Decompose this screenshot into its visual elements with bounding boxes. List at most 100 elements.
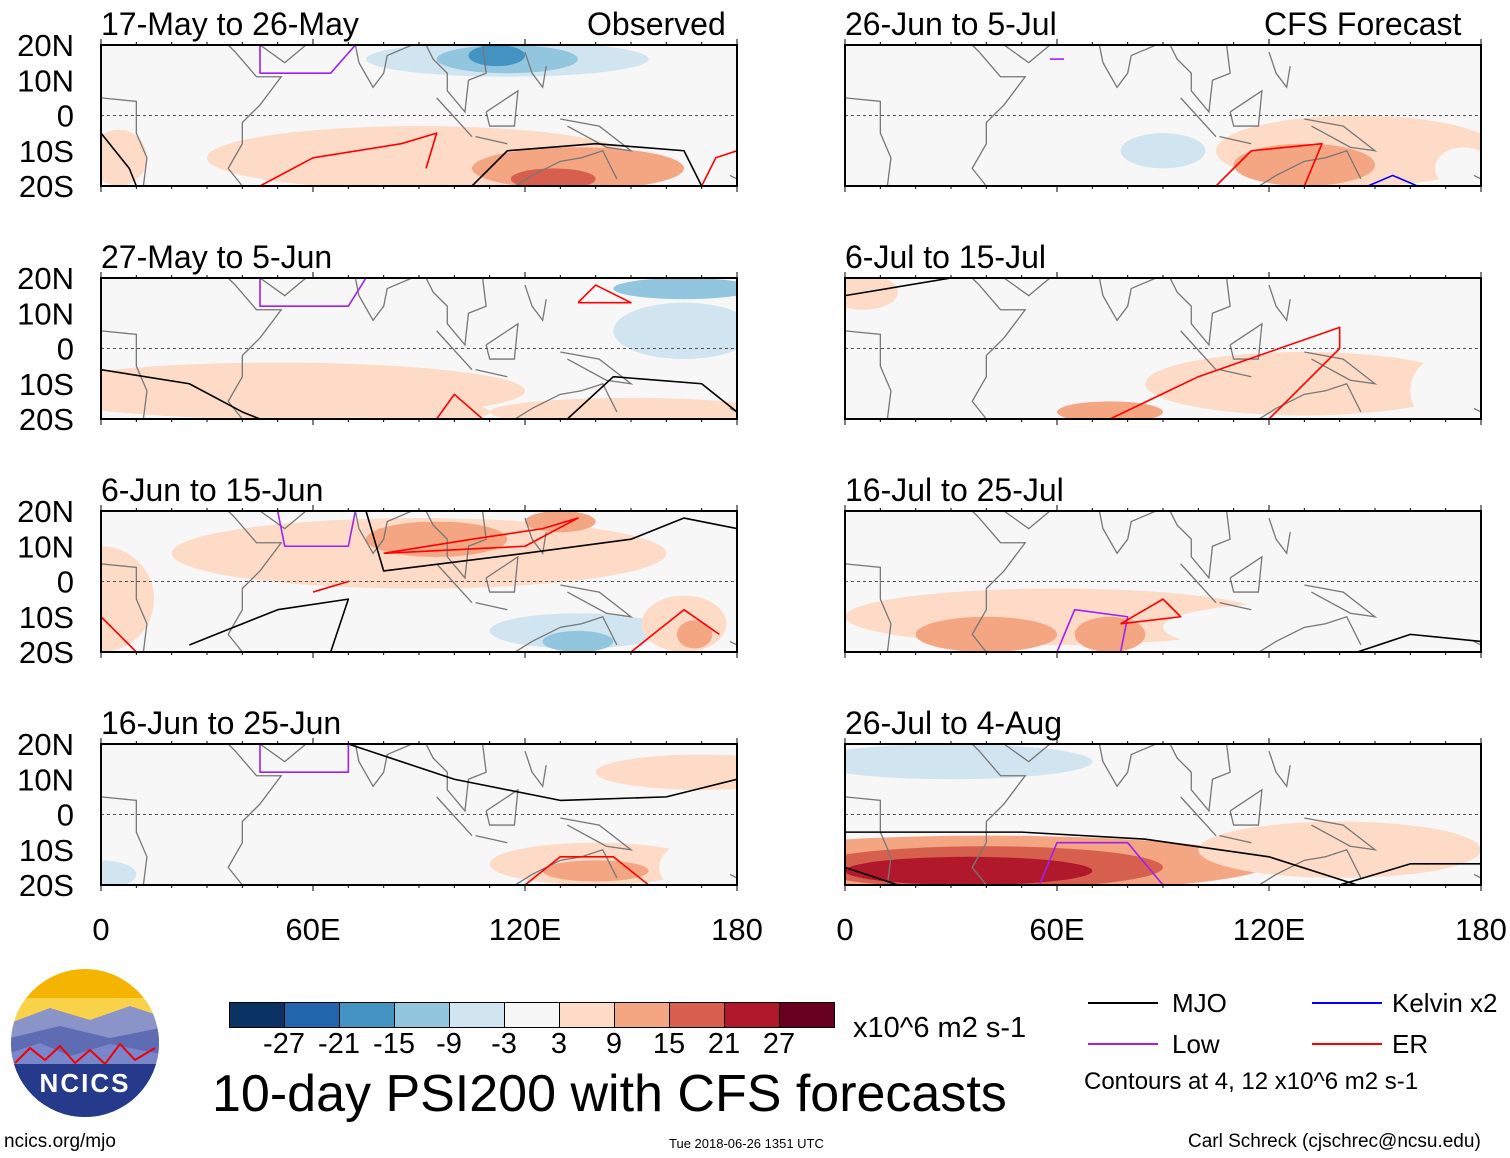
footer-url: ncics.org/mjo [4,1131,116,1152]
panel-title: 27-May to 5-Jun [101,239,333,275]
coastline [1219,602,1252,611]
y-tick-label: 20S [19,402,74,437]
y-tick-label: 10N [17,296,74,331]
coastline [729,174,737,180]
panel-5 [844,272,1482,425]
panel-title: 16-Jul to 25-Jul [845,472,1064,508]
coastline [524,750,547,788]
colorbar-swatch [230,1003,285,1027]
coastline [425,511,487,580]
coastline [971,511,1027,652]
y-tick-label: 0 [57,332,74,367]
coastline [1304,817,1378,851]
anomaly-region [1435,147,1481,186]
coastline [1473,640,1481,646]
y-tick-label: 20N [17,727,74,762]
anomaly-region [101,860,137,885]
y-tick-label: 10S [19,833,74,868]
observed-label: Observed [587,6,726,42]
coastline [425,278,487,347]
colorbar-label: 9 [605,1028,623,1060]
contour-mjo [365,511,737,572]
coastline [1268,517,1291,555]
panel-title: 17-May to 26-May [101,6,359,42]
y-tick-label: 0 [57,798,74,833]
contour-low [1056,608,1129,652]
y-tick-label: 10N [17,529,74,564]
coastline [1169,744,1231,813]
legend-er: ER [1392,1029,1429,1059]
coastline [1081,511,1157,555]
colorbar-label: -9 [436,1028,462,1060]
colorbar-swatch [505,1003,560,1027]
contour-kelvin [1367,174,1418,186]
coastline [227,511,283,652]
coastline [1003,278,1051,297]
coastline [1473,174,1481,180]
legend-low: Low [1172,1029,1220,1059]
coastline [1180,796,1217,837]
anomaly-region [613,278,737,300]
anomaly-region [489,397,737,419]
y-tick-label: 20N [17,494,74,529]
y-tick-label: 0 [57,565,74,600]
panel-title: 6-Jul to 15-Jul [845,239,1046,275]
ncics-logo: NCICS [11,969,159,1117]
legend-kelvin: Kelvin x2 [1392,988,1498,1018]
coastline [1003,511,1051,530]
coastline [1219,369,1252,378]
panel-title: 16-Jun to 25-Jun [101,705,342,741]
coastline [524,284,547,322]
coastline [259,45,307,64]
contour-er [1215,142,1323,186]
y-tick-label: 20S [19,868,74,903]
coastline [101,330,148,419]
coastline [436,563,473,604]
colorbar-label: -15 [373,1028,415,1060]
anomaly-region [525,511,596,533]
anomaly-region [101,546,154,652]
y-tick-label: 20S [19,635,74,670]
colorbar-label: -27 [263,1028,305,1060]
coastline [1304,351,1378,385]
coastline [729,873,737,879]
coastline [227,744,283,885]
contour-low [259,744,350,774]
contour-er [259,132,438,186]
contour-er [383,517,579,555]
coastline [1304,118,1378,152]
coastline [475,369,508,378]
contour-mjo [845,866,899,885]
coastline [227,45,283,186]
colorbar-label: 15 [652,1028,686,1060]
anomaly-region [1233,143,1375,186]
figure-title: 10-day PSI200 with CFS forecasts [212,1065,1007,1123]
coastline [337,511,413,555]
coastline [1229,788,1263,826]
colorbar-swatch [395,1003,450,1027]
panel-title: 6-Jun to 15-Jun [101,472,324,508]
contour-low [259,278,367,308]
coastline [1229,89,1263,127]
contour-mjo [471,142,703,186]
anomaly-region [489,613,667,649]
coastline [845,330,892,419]
coastline [1268,51,1291,89]
x-tick-label: 0 [92,912,109,947]
panel-title: 26-Jul to 4-Aug [845,705,1063,741]
anomaly-region [986,511,1411,550]
coastline [1180,97,1217,138]
x-tick-label: 60E [1029,912,1084,947]
coastline [524,51,547,89]
forecast-label: CFS Forecast [1264,6,1462,42]
x-tick-label: 60E [285,912,340,947]
coastline [1169,45,1231,114]
logo-text: NCICS [40,1068,131,1098]
y-tick-label: 0 [57,99,74,134]
footer-author: Carl Schreck (cjschrec@ncsu.edu) [1188,1131,1481,1152]
map-panels: 20N10N010S20S20N10N010S20S20N10N010S20S2… [17,28,1507,947]
contour-mjo [101,368,261,419]
